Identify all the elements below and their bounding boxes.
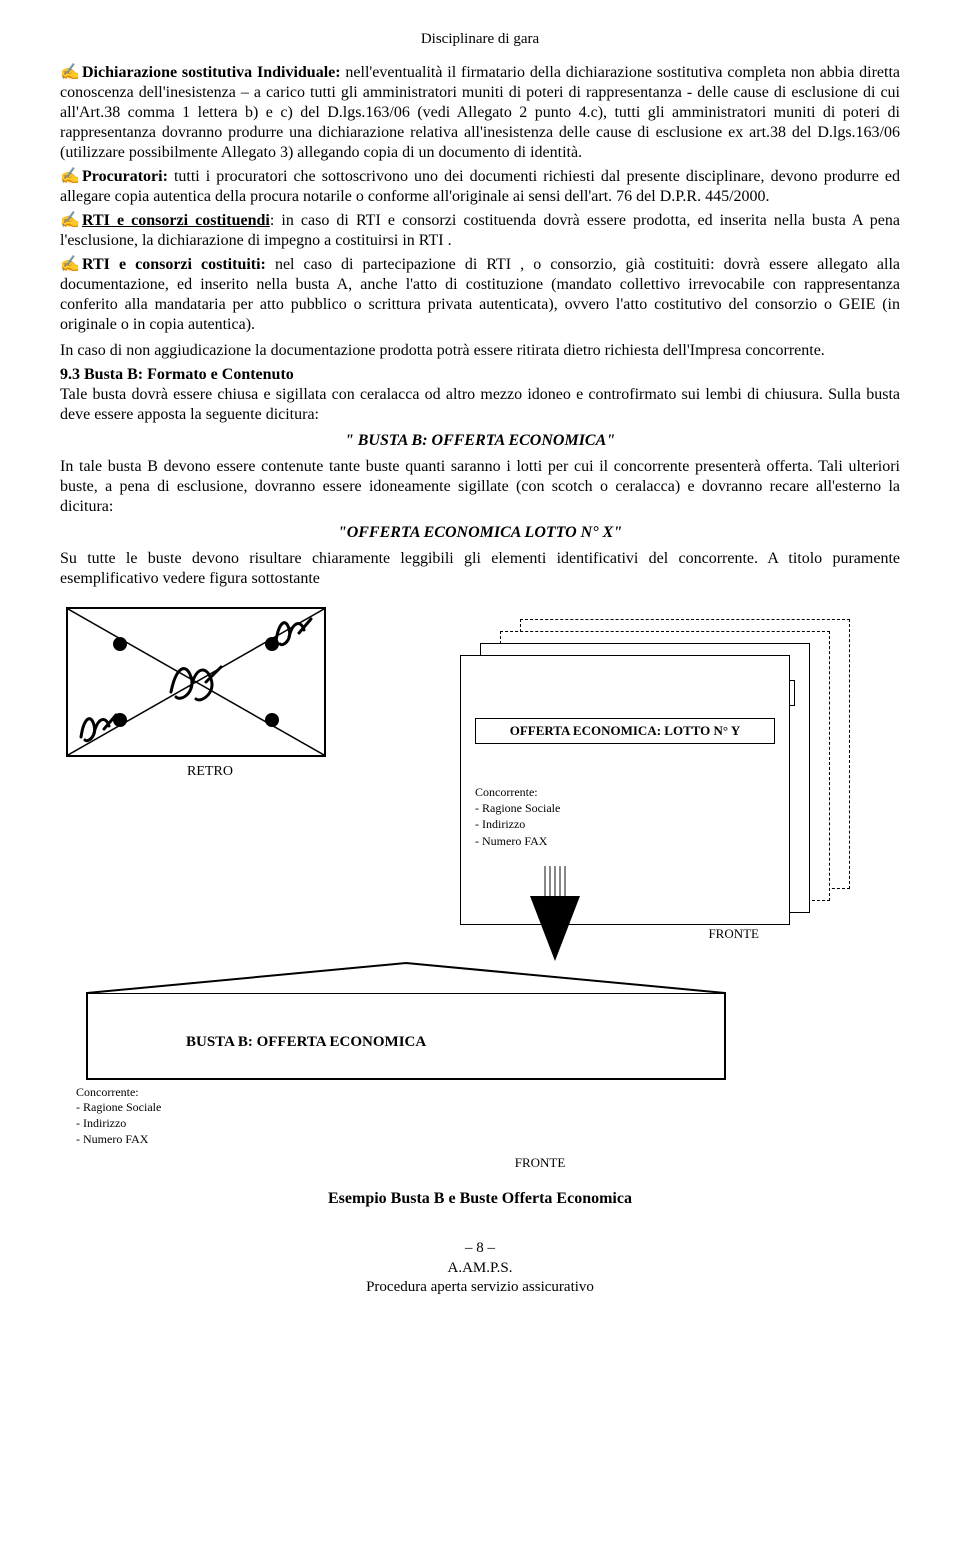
page-footer: – 8 – A.AM.P.S. Procedura aperta servizi… (60, 1239, 900, 1298)
signature-icon (76, 709, 121, 749)
paragraph: In caso di non aggiudicazione la documen… (60, 341, 900, 361)
paragraph: In tale busta B devono essere contenute … (60, 457, 900, 517)
seal-icon (263, 711, 281, 729)
figure-caption: Esempio Busta B e Buste Offerta Economic… (60, 1189, 900, 1209)
paragraph: Su tutte le buste devono risultare chiar… (60, 549, 900, 589)
retro-envelope (66, 607, 326, 757)
signature-icon (166, 657, 226, 707)
figure-envelope: BUSTA B: OFFERTA ECONOMICA Concorrente: … (60, 961, 900, 1172)
page-number: – 8 – (60, 1239, 900, 1259)
envelope-text: BUSTA B: OFFERTA ECONOMICA (186, 1034, 426, 1050)
field-label: - Indirizzo (76, 1116, 900, 1132)
field-label: - Ragione Sociale (475, 800, 775, 816)
quote-busta-b: " BUSTA B: OFFERTA ECONOMICA" (60, 431, 900, 451)
footer-proc: Procedura aperta servizio assicurativo (60, 1278, 900, 1298)
field-label: - Indirizzo (475, 816, 775, 832)
field-label: Concorrente: (76, 1085, 900, 1101)
paper-box-label: OFFERTA ECONOMICA: LOTTO N° Y (475, 718, 775, 744)
seal-icon (111, 635, 129, 653)
bullet-item: ✍RTI e consorzi costituendi: in caso di … (60, 211, 900, 251)
fronte-label: FRONTE (180, 1155, 900, 1171)
figure-area: RETRO OFFERTA ECONOMICA: LOTTO N° X OFFE… (60, 607, 900, 929)
paragraph: Tale busta dovrà essere chiusa e sigilla… (60, 385, 900, 425)
bullet-item: ✍Procuratori: tutti i procuratori che so… (60, 167, 900, 207)
retro-label: RETRO (60, 763, 360, 781)
page-header: Disciplinare di gara (60, 30, 900, 49)
signature-icon (271, 613, 316, 653)
field-label: Concorrente: (475, 784, 775, 800)
fronte-label: FRONTE (708, 926, 759, 942)
bullet-body: tutti i procuratori che sottoscrivono un… (60, 168, 900, 205)
envelope-fields: Concorrente: - Ragione Sociale - Indiriz… (76, 1085, 900, 1147)
bullet-marker-icon: ✍ (60, 63, 82, 83)
quote-lotto-x: "OFFERTA ECONOMICA LOTTO N° X" (60, 523, 900, 543)
arrow-down-icon (530, 866, 600, 976)
bullet-lead: RTI e consorzi costituiti: (82, 256, 266, 273)
envelope-icon: BUSTA B: OFFERTA ECONOMICA (86, 961, 726, 1081)
footer-org: A.AM.P.S. (60, 1259, 900, 1279)
field-label: - Numero FAX (76, 1132, 900, 1148)
bullet-lead: RTI e consorzi costituendi (82, 212, 270, 229)
figure-papers: OFFERTA ECONOMICA: LOTTO N° X OFFERTA EC… (440, 607, 900, 929)
figure-retro: RETRO (60, 607, 360, 929)
bullet-marker-icon: ✍ (60, 167, 82, 187)
bullet-marker-icon: ✍ (60, 211, 82, 231)
bullet-lead: Procuratori: (82, 168, 168, 185)
bullet-lead: Dichiarazione sostitutiva Individuale: (82, 64, 341, 81)
field-label: - Numero FAX (475, 833, 775, 849)
section-heading: 9.3 Busta B: Formato e Contenuto (60, 365, 900, 385)
bullet-item: ✍RTI e consorzi costituiti: nel caso di … (60, 255, 900, 335)
bullet-marker-icon: ✍ (60, 255, 82, 275)
paper-lotto-y: OFFERTA ECONOMICA: LOTTO N° Y Concorrent… (460, 655, 790, 925)
field-label: - Ragione Sociale (76, 1100, 900, 1116)
paper-fields: Concorrente: - Ragione Sociale - Indiriz… (475, 784, 775, 849)
bullet-item: ✍Dichiarazione sostitutiva Individuale: … (60, 63, 900, 163)
